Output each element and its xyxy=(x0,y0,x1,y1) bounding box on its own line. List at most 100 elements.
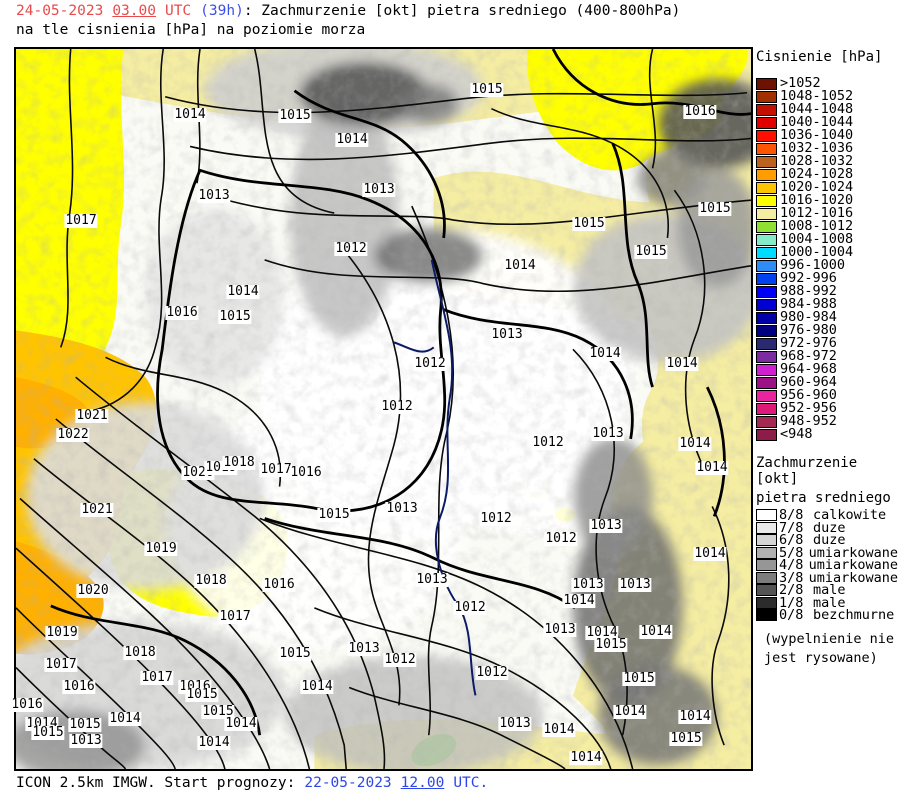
pressure-legend-row: 1012-1016 xyxy=(756,206,898,220)
cloud-swatch xyxy=(756,521,777,534)
pressure-range-label: 1000-1004 xyxy=(780,244,854,260)
pressure-range-label: 1020-1024 xyxy=(780,179,854,195)
cloud-legend-subtitle: pietra sredniego xyxy=(756,490,891,506)
pressure-swatch xyxy=(756,168,777,181)
pressure-range-label: 948-952 xyxy=(780,413,837,429)
cloud-legend-row: 7/8 duze xyxy=(756,519,898,536)
pressure-legend-rows: >1052 1048-1052 1044-1048 1040-1044 1036-104… xyxy=(756,75,898,442)
pressure-legend-row: 956-960 xyxy=(756,387,898,403)
cloud-legend-row: 3/8 umiarkowane xyxy=(756,569,898,586)
cloud-legend-row: 8/8 calkowite xyxy=(756,507,898,524)
pressure-range-label: 1044-1048 xyxy=(780,101,854,117)
cloud-legend-row: 2/8 male xyxy=(756,582,898,599)
cloud-swatch xyxy=(756,534,777,547)
cloud-fraction: 0/8 xyxy=(779,607,804,624)
pressure-range-label: 996-1000 xyxy=(780,257,846,273)
pressure-range-label: 1032-1036 xyxy=(780,140,854,156)
header: 24-05-2023 03.00 UTC (39h): Zachmurzenie [o… xyxy=(16,2,680,40)
pressure-swatch xyxy=(756,285,777,298)
map-title: : Zachmurzenie [okt] pietra sredniego (4… xyxy=(243,3,681,19)
cloud-fraction: 6/8 xyxy=(779,532,804,549)
cloud-swatch xyxy=(756,546,777,559)
pressure-range-label: 1004-1008 xyxy=(780,231,854,247)
note-line1: (wypelnienie nie xyxy=(764,630,895,647)
pressure-legend-row: 976-980 xyxy=(756,322,898,338)
header-line2: na tle cisnienia [hPa] na poziomie morza xyxy=(16,22,366,38)
cloud-swatch xyxy=(756,509,777,522)
pressure-legend-row: <948 xyxy=(756,426,898,442)
valid-time-link[interactable]: 03.00 xyxy=(112,3,156,19)
pressure-swatch xyxy=(756,363,777,376)
pressure-range-label: 1040-1044 xyxy=(780,114,854,130)
pressure-range-label: 964-968 xyxy=(780,361,837,377)
weather-map-svg xyxy=(16,49,751,769)
cloud-label: duze xyxy=(813,532,846,549)
legend-panel: Cisnienie [hPa] >1052 1048-1052 1044-1048 1… xyxy=(756,49,898,668)
pressure-swatch xyxy=(756,402,777,415)
pressure-range-label: 952-956 xyxy=(780,400,837,416)
pressure-swatch xyxy=(756,337,777,350)
pressure-swatch xyxy=(756,272,777,285)
pressure-range-label: <948 xyxy=(780,426,813,442)
pressure-swatch xyxy=(756,103,777,116)
pressure-range-label: 984-988 xyxy=(780,296,837,312)
lead-time: (39h) xyxy=(200,3,244,19)
country-borders xyxy=(50,49,751,736)
pressure-swatch xyxy=(756,194,777,207)
header-line1: 24-05-2023 03.00 UTC (39h): Zachmurzenie [o… xyxy=(16,2,680,21)
pressure-legend-row: 996-1000 xyxy=(756,257,898,273)
run-time-link[interactable]: 12.00 xyxy=(400,775,445,791)
weather-map: 1014 1015 1014 1015 1016 1013 1013 1017 1015 1015… xyxy=(10,47,753,771)
cloud-label: male xyxy=(813,582,846,599)
cloud-fraction: 4/8 xyxy=(779,557,804,574)
pressure-legend-row: 984-988 xyxy=(756,296,898,312)
pressure-swatch xyxy=(756,428,777,441)
cloud-legend-row: 6/8 duze xyxy=(756,532,898,549)
pressure-legend-row: 1008-1012 xyxy=(756,218,898,234)
pressure-legend-row: 1044-1048 xyxy=(756,101,898,117)
pressure-range-label: 1048-1052 xyxy=(780,88,854,104)
cloud-label: umiarkowane xyxy=(808,544,898,561)
cloud-label: calkowite xyxy=(813,507,887,524)
cloud-legend: Zachmurzenie [okt] pietra sredniego 8/8 c… xyxy=(756,455,898,668)
pressure-swatch xyxy=(756,116,777,129)
pressure-swatch xyxy=(756,246,777,259)
pressure-range-label: 988-992 xyxy=(780,283,837,299)
pressure-range-label: >1052 xyxy=(780,75,821,91)
cloud-swatch xyxy=(756,559,777,572)
pressure-legend-row: 980-984 xyxy=(756,310,898,324)
pressure-swatch xyxy=(756,324,777,337)
cloud-legend-row: 0/8 bezchmurne xyxy=(756,607,898,624)
cloud-fraction: 3/8 xyxy=(779,569,804,586)
pressure-swatch xyxy=(756,376,777,389)
run-utc: UTC. xyxy=(453,775,489,791)
pressure-range-label: 976-980 xyxy=(780,322,837,338)
cloud-legend-rows: 8/8 calkowite 7/8 duze 6/8 duze 5/8 umiarkowane… xyxy=(756,507,898,624)
pressure-legend-row: 988-992 xyxy=(756,283,898,299)
pressure-range-label: 1024-1028 xyxy=(780,166,854,182)
valid-date: 24-05-2023 xyxy=(16,3,104,19)
pressure-legend-row: 960-964 xyxy=(756,375,898,389)
pressure-range-label: 1036-1040 xyxy=(780,127,854,143)
pressure-legend-row: 1016-1020 xyxy=(756,193,898,207)
cloud-legend-row: 5/8 umiarkowane xyxy=(756,544,898,561)
pressure-legend-row: 1028-1032 xyxy=(756,154,898,168)
pressure-swatch xyxy=(756,298,777,311)
pressure-swatch xyxy=(756,181,777,194)
pressure-legend-row: 1020-1024 xyxy=(756,179,898,195)
cloud-swatch xyxy=(756,596,777,609)
pressure-swatch xyxy=(756,129,777,142)
cloud-fraction: 5/8 xyxy=(779,544,804,561)
cloud-noise-texture xyxy=(16,49,751,769)
utc-label: UTC xyxy=(164,3,192,19)
run-date: 22-05-2023 xyxy=(304,775,392,791)
cloud-swatch xyxy=(756,584,777,597)
pressure-range-label: 956-960 xyxy=(780,387,837,403)
pressure-swatch xyxy=(756,415,777,428)
pressure-range-label: 992-996 xyxy=(780,270,837,286)
pressure-range-label: 1008-1012 xyxy=(780,218,854,234)
cloud-label: male xyxy=(813,594,846,611)
pressure-legend-row: 952-956 xyxy=(756,400,898,416)
cloud-fraction: 8/8 xyxy=(779,507,804,524)
cloud-fraction: 7/8 xyxy=(779,519,804,536)
